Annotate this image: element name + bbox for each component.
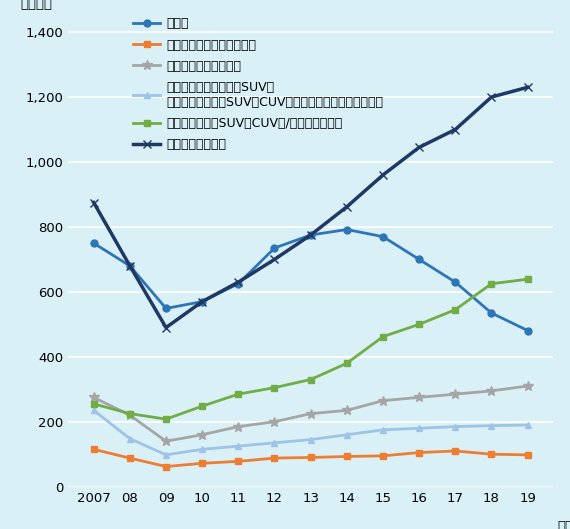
小型トラック小計 bbox=[452, 126, 459, 133]
クロスオーバーSUV（CUV）/スポーツワゴン bbox=[127, 411, 133, 417]
ミニバン・フルサイズバン bbox=[199, 460, 206, 467]
ミニバン・フルサイズバン bbox=[271, 455, 278, 461]
クロスオーバーSUV（CUV）/スポーツワゴン bbox=[271, 385, 278, 391]
小型トラック小計 bbox=[162, 324, 169, 331]
乗用車 bbox=[488, 310, 495, 316]
Legend: 乗用車, ミニバン・フルサイズバン, ピックアップトラック, スポーツ用多目的車（SUV）
〔クロスオーバーSUV（CUV）、スポーツワゴンを除く〕, クロスオ: 乗用車, ミニバン・フルサイズバン, ピックアップトラック, スポーツ用多目的車… bbox=[133, 17, 384, 151]
スポーツ用多目的車（SUV）
〔クロスオーバーSUV（CUV）、スポーツワゴンを除く〕 bbox=[271, 440, 278, 446]
乗用車 bbox=[452, 279, 459, 285]
ピックアップトラック bbox=[416, 394, 422, 400]
クロスオーバーSUV（CUV）/スポーツワゴン bbox=[307, 376, 314, 382]
ピックアップトラック bbox=[488, 388, 495, 394]
ミニバン・フルサイズバン bbox=[307, 454, 314, 461]
Text: （年）: （年） bbox=[557, 519, 570, 529]
クロスオーバーSUV（CUV）/スポーツワゴン bbox=[524, 276, 531, 282]
クロスオーバーSUV（CUV）/スポーツワゴン bbox=[235, 391, 242, 397]
スポーツ用多目的車（SUV）
〔クロスオーバーSUV（CUV）、スポーツワゴンを除く〕 bbox=[524, 422, 531, 428]
スポーツ用多目的車（SUV）
〔クロスオーバーSUV（CUV）、スポーツワゴンを除く〕 bbox=[416, 425, 422, 432]
クロスオーバーSUV（CUV）/スポーツワゴン bbox=[380, 333, 386, 340]
スポーツ用多目的車（SUV）
〔クロスオーバーSUV（CUV）、スポーツワゴンを除く〕 bbox=[343, 432, 350, 438]
ピックアップトラック bbox=[524, 383, 531, 389]
クロスオーバーSUV（CUV）/スポーツワゴン bbox=[488, 280, 495, 287]
小型トラック小計 bbox=[380, 172, 386, 178]
小型トラック小計 bbox=[271, 256, 278, 262]
スポーツ用多目的車（SUV）
〔クロスオーバーSUV（CUV）、スポーツワゴンを除く〕 bbox=[162, 452, 169, 458]
Text: （万台）: （万台） bbox=[20, 0, 52, 11]
乗用車 bbox=[162, 305, 169, 312]
小型トラック小計 bbox=[199, 298, 206, 305]
スポーツ用多目的車（SUV）
〔クロスオーバーSUV（CUV）、スポーツワゴンを除く〕 bbox=[127, 435, 133, 442]
スポーツ用多目的車（SUV）
〔クロスオーバーSUV（CUV）、スポーツワゴンを除く〕 bbox=[380, 427, 386, 433]
ミニバン・フルサイズバン bbox=[343, 453, 350, 460]
小型トラック小計 bbox=[416, 144, 422, 151]
クロスオーバーSUV（CUV）/スポーツワゴン bbox=[162, 416, 169, 422]
スポーツ用多目的車（SUV）
〔クロスオーバーSUV（CUV）、スポーツワゴンを除く〕 bbox=[90, 407, 97, 414]
ピックアップトラック bbox=[307, 411, 314, 417]
ミニバン・フルサイズバン bbox=[488, 451, 495, 458]
ピックアップトラック bbox=[162, 438, 169, 444]
小型トラック小計 bbox=[127, 263, 133, 269]
Line: 乗用車: 乗用車 bbox=[90, 226, 531, 334]
ミニバン・フルサイズバン bbox=[235, 458, 242, 464]
乗用車 bbox=[90, 240, 97, 247]
乗用車 bbox=[380, 233, 386, 240]
ピックアップトラック bbox=[90, 394, 97, 400]
クロスオーバーSUV（CUV）/スポーツワゴン bbox=[452, 306, 459, 313]
乗用車 bbox=[127, 263, 133, 269]
ピックアップトラック bbox=[452, 391, 459, 397]
ピックアップトラック bbox=[127, 412, 133, 418]
スポーツ用多目的車（SUV）
〔クロスオーバーSUV（CUV）、スポーツワゴンを除く〕 bbox=[307, 436, 314, 443]
乗用車 bbox=[343, 226, 350, 233]
小型トラック小計 bbox=[488, 94, 495, 100]
クロスオーバーSUV（CUV）/スポーツワゴン bbox=[416, 321, 422, 327]
スポーツ用多目的車（SUV）
〔クロスオーバーSUV（CUV）、スポーツワゴンを除く〕 bbox=[488, 423, 495, 429]
Line: ミニバン・フルサイズバン: ミニバン・フルサイズバン bbox=[90, 446, 531, 470]
小型トラック小計 bbox=[307, 232, 314, 238]
ピックアップトラック bbox=[271, 418, 278, 425]
Line: 小型トラック小計: 小型トラック小計 bbox=[89, 83, 532, 332]
クロスオーバーSUV（CUV）/スポーツワゴン bbox=[343, 360, 350, 367]
乗用車 bbox=[307, 232, 314, 238]
スポーツ用多目的車（SUV）
〔クロスオーバーSUV（CUV）、スポーツワゴンを除く〕 bbox=[452, 423, 459, 430]
小型トラック小計 bbox=[524, 84, 531, 90]
スポーツ用多目的車（SUV）
〔クロスオーバーSUV（CUV）、スポーツワゴンを除く〕 bbox=[199, 446, 206, 452]
ピックアップトラック bbox=[199, 432, 206, 438]
ピックアップトラック bbox=[343, 407, 350, 414]
ミニバン・フルサイズバン bbox=[416, 450, 422, 456]
ミニバン・フルサイズバン bbox=[524, 452, 531, 458]
小型トラック小計 bbox=[343, 204, 350, 210]
ピックアップトラック bbox=[380, 397, 386, 404]
クロスオーバーSUV（CUV）/スポーツワゴン bbox=[90, 400, 97, 407]
ミニバン・フルサイズバン bbox=[452, 448, 459, 454]
乗用車 bbox=[271, 245, 278, 251]
小型トラック小計 bbox=[90, 199, 97, 206]
クロスオーバーSUV（CUV）/スポーツワゴン bbox=[199, 403, 206, 409]
乗用車 bbox=[524, 327, 531, 334]
スポーツ用多目的車（SUV）
〔クロスオーバーSUV（CUV）、スポーツワゴンを除く〕 bbox=[235, 443, 242, 449]
乗用車 bbox=[235, 280, 242, 287]
乗用車 bbox=[416, 256, 422, 262]
小型トラック小計 bbox=[235, 279, 242, 285]
Line: スポーツ用多目的車（SUV）
〔クロスオーバーSUV（CUV）、スポーツワゴンを除く〕: スポーツ用多目的車（SUV） 〔クロスオーバーSUV（CUV）、スポーツワゴンを… bbox=[90, 407, 531, 458]
ミニバン・フルサイズバン bbox=[380, 453, 386, 459]
ミニバン・フルサイズバン bbox=[127, 455, 133, 461]
ミニバン・フルサイズバン bbox=[90, 446, 97, 452]
乗用車 bbox=[199, 298, 206, 305]
ピックアップトラック bbox=[235, 423, 242, 430]
ミニバン・フルサイズバン bbox=[162, 463, 169, 470]
Line: ピックアップトラック: ピックアップトラック bbox=[89, 381, 532, 446]
Line: クロスオーバーSUV（CUV）/スポーツワゴン: クロスオーバーSUV（CUV）/スポーツワゴン bbox=[90, 276, 531, 423]
